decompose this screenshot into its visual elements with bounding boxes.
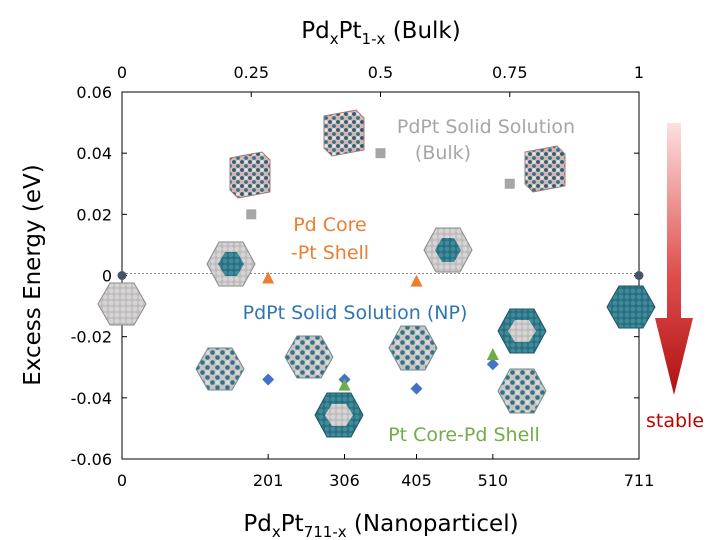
bulk-point: [375, 148, 386, 159]
np-point: [262, 373, 275, 386]
top-tick-label: 0.5: [368, 63, 393, 82]
y-axis-ticks: 0.06 0.04 0.02 0 -0.02 -0.04 -0.06: [71, 83, 639, 469]
bottom-axis-title: PdxPt711-x (Nanoparticel): [243, 511, 518, 540]
nanoparticle-image: [284, 335, 334, 379]
nanoparticle-image: [314, 392, 364, 438]
np-point: [486, 358, 499, 371]
pt_core-point: [338, 378, 351, 391]
np-label: PdPt Solid Solution (NP): [243, 302, 468, 324]
top-tick-label: 1: [634, 63, 644, 82]
nanoparticle-image: [97, 282, 147, 326]
bottom-tick-label: 711: [624, 471, 655, 490]
nanoparticle-image: [388, 325, 438, 371]
plot-area: [121, 91, 640, 460]
bottom-tick-label: 510: [478, 471, 509, 490]
bottom-tick-label: 306: [329, 471, 360, 490]
nanoparticle-image: [195, 347, 245, 391]
nanoparticle-image: [206, 241, 256, 287]
y-tick-label: 0.06: [76, 83, 112, 102]
nanoparticle-image: [497, 368, 547, 414]
pure-point: [117, 271, 127, 280]
bulk-label-line1: PdPt Solid Solution: [397, 116, 575, 138]
y-tick-label: 0.02: [76, 205, 112, 224]
nanoparticle-image: [606, 285, 656, 329]
bottom-tick-label: 405: [401, 471, 432, 490]
top-axis-ticks: 0 0.25 0.5 0.75 1: [117, 63, 644, 97]
top-tick-label: 0.25: [233, 63, 269, 82]
bulk-point: [246, 209, 257, 220]
pt-core-label: Pt Core-Pd Shell: [388, 424, 540, 446]
bulk-cube-image: [229, 151, 271, 199]
top-tick-label: 0.75: [492, 63, 528, 82]
top-tick-label: 0: [117, 63, 127, 82]
pd-core-label-line2: -Pt Shell: [291, 242, 369, 264]
pd-core-label-line1: Pd Core: [293, 214, 367, 236]
nanoparticle-image: [497, 308, 547, 354]
y-tick-label: -0.02: [71, 328, 112, 347]
pd_core-point: [262, 271, 275, 284]
pt_core-point: [486, 348, 499, 361]
data-markers: [117, 148, 644, 395]
structure-illustrations: [97, 109, 656, 438]
np-point: [410, 382, 423, 395]
top-axis-title: PdxPt1-x (Bulk): [301, 18, 460, 48]
pure-point: [634, 271, 644, 280]
y-tick-label: 0.04: [76, 144, 112, 163]
nanoparticle-image: [423, 227, 473, 273]
bulk-cube-image: [323, 109, 365, 157]
bulk-cube-image: [524, 145, 566, 193]
bottom-tick-label: 201: [253, 471, 284, 490]
y-tick-label: -0.06: [71, 450, 112, 469]
bottom-tick-label: 0: [117, 471, 127, 490]
y-tick-label: -0.04: [71, 389, 112, 408]
stable-label: stable: [646, 410, 704, 432]
y-tick-label: 0: [102, 267, 112, 286]
bulk-point: [504, 178, 515, 189]
bottom-axis-ticks: 0 201 306 405 510 711: [117, 454, 654, 490]
pd_core-point: [410, 274, 423, 287]
y-axis-title: Excess Energy (eV): [20, 164, 46, 385]
stable-arrow-icon: [655, 123, 693, 395]
bulk-label-line2: (Bulk): [415, 142, 471, 164]
